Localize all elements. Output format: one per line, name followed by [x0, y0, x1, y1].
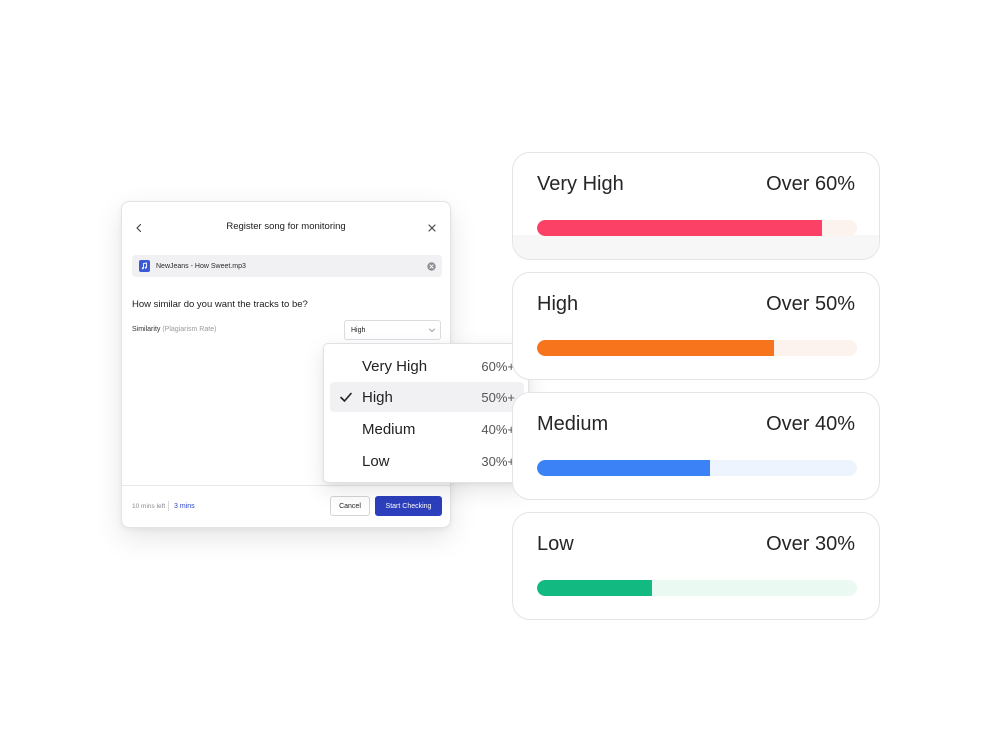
time-value: 3 mins	[174, 503, 195, 510]
level-threshold: Over 40%	[766, 413, 855, 435]
option-label: High	[362, 389, 393, 406]
remove-file-button[interactable]	[426, 261, 436, 271]
level-bar-fill	[537, 580, 653, 596]
modal-footer: 10 mins left 3 mins Cancel Start Checkin…	[122, 485, 450, 527]
level-bar-track	[537, 340, 857, 356]
music-file-icon	[139, 260, 150, 272]
level-card-very-high: Very High Over 60%	[512, 152, 880, 260]
level-card-high: High Over 50%	[512, 272, 880, 380]
file-name: NewJeans - How Sweet.mp3	[156, 262, 246, 270]
level-title: Medium	[537, 413, 609, 435]
select-value: High	[351, 326, 366, 334]
similarity-label: Similarity (Plagiarism Rate)	[132, 326, 216, 333]
selected-file-chip: NewJeans - How Sweet.mp3	[132, 255, 442, 277]
card-footer-shade	[513, 235, 879, 259]
level-threshold: Over 30%	[766, 533, 855, 555]
option-label: Low	[362, 453, 390, 470]
modal-header: Register song for monitoring	[122, 216, 450, 240]
level-bar-track	[537, 580, 857, 596]
back-button[interactable]	[129, 218, 149, 238]
option-label: Very High	[362, 358, 428, 375]
level-bar-fill	[537, 460, 710, 476]
level-title: Very High	[537, 173, 624, 195]
option-medium[interactable]: Medium 40%+	[330, 414, 524, 444]
level-card-low: Low Over 30%	[512, 512, 880, 620]
option-percent: 30%+	[481, 454, 515, 469]
similarity-dropdown-menu: Very High 60%+ High 50%+ Medium 40%+ Low…	[323, 343, 529, 483]
level-bar-fill	[537, 340, 774, 356]
level-bar-fill	[537, 220, 822, 236]
remove-circle-icon	[426, 261, 436, 271]
option-percent: 60%+	[481, 359, 515, 374]
close-icon	[428, 224, 436, 232]
similarity-label-text: Similarity	[132, 326, 161, 333]
divider	[168, 501, 169, 511]
chevron-left-icon	[136, 223, 142, 233]
close-button[interactable]	[422, 218, 442, 238]
similarity-question: How similar do you want the tracks to be…	[132, 299, 308, 310]
option-very-high[interactable]: Very High 60%+	[330, 351, 524, 381]
option-percent: 40%+	[481, 422, 515, 437]
option-high[interactable]: High 50%+	[330, 382, 524, 412]
option-percent: 50%+	[481, 390, 515, 405]
level-title: Low	[537, 533, 574, 555]
cancel-button[interactable]: Cancel	[330, 496, 370, 516]
time-left-label: 10 mins left	[132, 503, 166, 510]
level-bar-track	[537, 460, 857, 476]
start-checking-button[interactable]: Start Checking	[375, 496, 442, 516]
option-label: Medium	[362, 421, 416, 438]
chevron-down-icon	[429, 328, 435, 333]
modal-title: Register song for monitoring	[226, 221, 346, 232]
similarity-hint: (Plagiarism Rate)	[162, 326, 217, 333]
level-card-medium: Medium Over 40%	[512, 392, 880, 500]
level-title: High	[537, 293, 579, 315]
check-icon	[340, 392, 352, 402]
similarity-select[interactable]: High	[344, 320, 441, 340]
level-bar-track	[537, 220, 857, 236]
level-threshold: Over 50%	[766, 293, 855, 315]
level-threshold: Over 60%	[766, 173, 855, 195]
option-low[interactable]: Low 30%+	[330, 446, 524, 476]
